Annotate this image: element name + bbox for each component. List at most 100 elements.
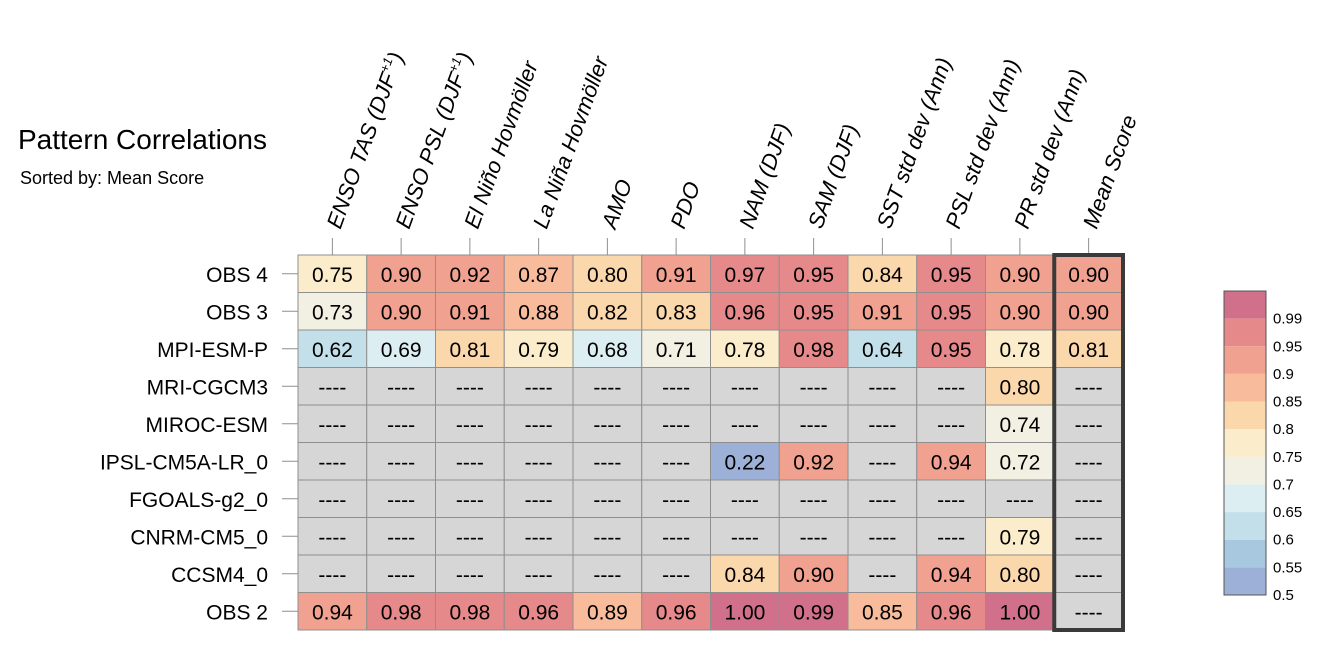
cell-value-label: ---- <box>318 489 346 512</box>
cell-value-label: 0.87 <box>518 264 559 287</box>
row-label-obs-2: OBS 2 <box>206 601 268 624</box>
colorbar-segment <box>1224 346 1266 374</box>
cell-value-label: ---- <box>456 489 484 512</box>
cell-value-label: 0.94 <box>931 564 972 587</box>
cell-value-label: 0.75 <box>312 264 353 287</box>
cell-value-label: 0.95 <box>793 301 834 324</box>
row-label-obs-3: OBS 3 <box>206 301 268 324</box>
heatmap-cell <box>572 292 643 331</box>
cell-value-label: ---- <box>456 451 484 474</box>
row-label-miroc-esm: MIROC-ESM <box>146 414 269 437</box>
colorbar-segment <box>1224 291 1266 319</box>
heatmap-cell <box>641 554 711 593</box>
heatmap-cell <box>1053 517 1124 556</box>
colorbar-tick-label: 0.99 <box>1273 311 1302 328</box>
cell-value-label: ---- <box>868 451 896 474</box>
colorbar-segment <box>1224 401 1266 430</box>
heatmap-cell <box>916 554 986 593</box>
cell-value-label: 0.64 <box>862 339 903 362</box>
cell-value-label: ---- <box>593 489 621 512</box>
heatmap-overlay <box>297 253 1125 632</box>
cell-value-label: ---- <box>731 526 759 549</box>
cell-value-label: ---- <box>662 376 690 399</box>
heatmap-cell <box>641 367 711 406</box>
heatmap-cell <box>710 479 780 518</box>
cell-value-label: 0.83 <box>656 301 697 324</box>
cell-value-label: 0.94 <box>312 601 353 624</box>
heatmap-cell <box>710 442 780 481</box>
cell-value-label: 0.71 <box>656 339 697 362</box>
heatmap-cell <box>366 254 436 293</box>
row-label-ccsm4-0: CCSM4_0 <box>171 564 268 587</box>
cell-value-label: 0.94 <box>931 451 972 474</box>
chart-title: Pattern Correlations <box>18 124 268 155</box>
cell-value-label: 0.68 <box>587 339 628 362</box>
cell-value-label: ---- <box>868 376 896 399</box>
heatmap-cells: 0.75 0.90 0.92 0.87 0.80 0.91 0.97 0.95 0.84 0.95… <box>297 254 1124 631</box>
heatmap-cell <box>916 292 986 331</box>
column-label-pr-std-dev-ann: PR std dev (Ann) <box>1009 66 1090 232</box>
cell-value-label: 0.98 <box>449 601 490 624</box>
cell-value-label: 0.95 <box>931 264 972 287</box>
cell-value-label: ---- <box>1075 564 1103 587</box>
heatmap-cell <box>916 404 986 443</box>
cell-value-label: 0.78 <box>724 339 765 362</box>
heatmap-cell <box>1053 404 1124 443</box>
cell-value-label: 0.92 <box>793 451 834 474</box>
colorbar-tick-label: 0.65 <box>1273 504 1302 521</box>
cell-value-label: ---- <box>593 564 621 587</box>
cell-value-label: ---- <box>525 414 553 437</box>
colorbar-segment <box>1224 456 1266 485</box>
heatmap-cell <box>641 479 711 518</box>
heatmap-cell <box>641 329 711 368</box>
heatmap-cell <box>847 329 918 368</box>
heatmap-cell <box>985 367 1055 406</box>
heatmap-cell <box>641 517 711 556</box>
heatmap-cell <box>366 442 436 481</box>
cell-value-label: 0.73 <box>312 301 353 324</box>
heatmap-cell <box>985 442 1055 481</box>
cell-value-label: 0.62 <box>312 339 353 362</box>
cell-value-label: 1.00 <box>999 601 1040 624</box>
heatmap-cell <box>985 254 1055 293</box>
cell-value-label: 0.90 <box>1068 301 1109 324</box>
cell-value-label: ---- <box>937 414 965 437</box>
cell-value-label: ---- <box>868 526 896 549</box>
cell-value-label: ---- <box>937 489 965 512</box>
heatmap-cell <box>1053 292 1124 331</box>
heatmap-cell <box>297 404 368 443</box>
heatmap-cell <box>710 367 780 406</box>
column-label-sst-std-dev-ann: SST std dev (Ann) <box>872 54 957 231</box>
colorbar-tick-label: 0.7 <box>1273 476 1294 493</box>
cell-value-label: 0.74 <box>999 414 1040 437</box>
heatmap-cell <box>297 592 368 631</box>
heatmap-cell <box>710 404 780 443</box>
cell-value-label: 0.84 <box>724 564 765 587</box>
cell-value-label: ---- <box>662 451 690 474</box>
heatmap-cell <box>366 292 436 331</box>
cell-value-label: ---- <box>387 526 415 549</box>
colorbar-tick-label: 0.55 <box>1273 559 1302 576</box>
colorbar-tick-label: 0.95 <box>1273 338 1302 355</box>
cell-value-label: 0.95 <box>793 264 834 287</box>
cell-value-label: 0.89 <box>587 601 628 624</box>
cell-value-label: ---- <box>731 489 759 512</box>
colorbar-tick-label: 0.6 <box>1273 532 1294 549</box>
heatmap-cell <box>297 292 368 331</box>
cell-value-label: ---- <box>387 451 415 474</box>
cell-value-label: ---- <box>525 376 553 399</box>
heatmap-cell <box>985 517 1055 556</box>
heatmap-cell <box>503 592 574 631</box>
cell-value-label: ---- <box>387 489 415 512</box>
cell-value-label: ---- <box>525 451 553 474</box>
heatmap-cell <box>366 479 436 518</box>
heatmap-cell <box>1053 329 1124 368</box>
colorbar-segment <box>1224 539 1266 568</box>
cell-value-label: 0.72 <box>999 451 1040 474</box>
colorbar-tick-label: 0.9 <box>1273 366 1294 383</box>
cell-value-label: 0.92 <box>449 264 490 287</box>
cell-value-label: 0.99 <box>793 601 834 624</box>
row-label-fgoals-g2-0: FGOALS-g2_0 <box>129 489 268 512</box>
heatmap-cell <box>1053 367 1124 406</box>
